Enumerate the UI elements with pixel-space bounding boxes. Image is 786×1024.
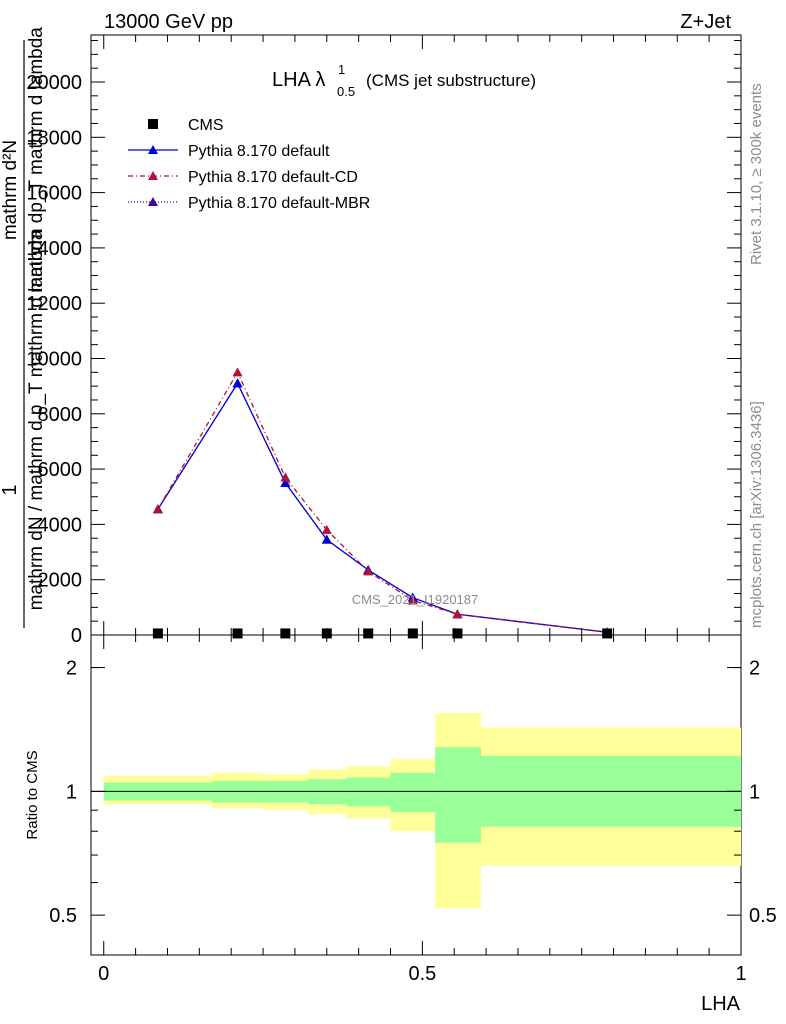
main-y-tick-label: 16000 [26,183,82,205]
title-note: (CMS jet substructure) [366,71,536,90]
series-point-pythia-8-170-default-cd [321,524,332,534]
legend-entry: Pythia 8.170 default-CD [128,169,358,186]
title-superscript: 1 [338,62,345,77]
cms-data-point [280,628,291,639]
ratio-y-tick-label: 1 [66,781,77,803]
legend-label: Pythia 8.170 default-MBR [188,195,370,212]
main-y-tick-label: 8000 [38,404,83,426]
mcplots-site-label: mcplots.cern.ch [arXiv:1306.3436] [748,401,765,628]
ratio-y-tick-label-right: 0.5 [749,905,777,927]
main-y-tick-label: 18000 [26,127,82,149]
plot-title: LHA λ 1 0.5 (CMS jet substructure) [272,62,536,99]
x-axis-label: LHA [701,993,741,1015]
title-main: LHA λ [272,69,325,91]
main-y-tick-label: 12000 [26,293,82,315]
header-process-label: Z+Jet [680,11,731,33]
legend-label: CMS [188,117,224,134]
ratio-inner-band [345,777,391,807]
main-panel-series [152,367,613,639]
ratio-y-axis: 0.5 0.5 1 1 2 2 [49,658,777,956]
cms-data-point [452,628,463,639]
series-point-pythia-8-170-default-cd [407,595,418,605]
cms-data-point [152,628,163,639]
legend-marker [148,145,158,154]
ratio-panel-bands [91,713,741,909]
analysis-watermark: CMS_2021_I1920187 [352,592,479,607]
main-y-tick-label: 2000 [38,570,83,592]
legend-entry: Pythia 8.170 default [128,143,330,160]
title-subscript: 0.5 [337,84,355,99]
ratio-y-tick-label-right: 1 [749,781,760,803]
legend: CMS Pythia 8.170 default Pythia 8.170 defa… [128,117,370,212]
main-y-tick-label: 20000 [26,72,82,94]
ratio-y-tick-label: 2 [66,658,77,680]
main-y-tick-label: 0 [71,625,82,647]
cms-data-point [407,628,418,639]
series-point-pythia-8-170-default-cd [363,566,374,576]
series-point-pythia-8-170-default [280,477,291,487]
x-tick-label: 0 [98,963,109,985]
ylabel-main: mathrm dN / mathrm d p_T mathrm d lambda [26,229,47,610]
legend-entry: CMS [148,117,224,134]
x-tick-label: 0.5 [408,963,436,985]
header-energy-label: 13000 GeV pp [104,11,233,33]
main-y-tick-label: 4000 [38,514,83,536]
series-line-pythia-8-170-default [157,382,608,633]
legend-marker [148,197,158,206]
cms-data-point [232,628,243,639]
main-y-tick-label: 6000 [38,459,83,481]
main-y-tick-label: 10000 [26,349,82,371]
main-y-axis-label: 1 mathrm dN / mathrm d p_T mathrm d lamb… [0,27,47,628]
ylabel-sub-bottom: mathrm dp_T mathrm d lambda [26,27,47,293]
ylabel-sub-top: mathrm d²N [0,140,21,240]
legend-label: Pythia 8.170 default-CD [188,169,358,186]
ratio-inner-band [435,747,481,843]
ratio-inner-band [390,772,436,813]
cms-data-point [602,628,613,639]
series-point-pythia-8-170-default-cd [232,367,243,377]
ratio-y-tick-label: 0.5 [49,905,77,927]
ylabel-fraction-numerator: 1 [0,484,21,495]
main-y-axis: 0 2000 4000 6000 8000 10000 12000 14000 16000 180… [26,40,741,647]
series-point-pythia-8-170-default-cd [280,472,291,482]
cms-data-point [363,628,374,639]
main-y-tick-label: 14000 [26,238,82,260]
series-point-pythia-8-170-default-cd [452,609,463,619]
rivet-version-label: Rivet 3.1.10, ≥ 300k events [748,83,765,265]
legend-marker [148,119,158,129]
series-point-pythia-8-170-default [232,378,243,388]
legend-marker [148,171,158,180]
legend-label: Pythia 8.170 default [188,143,330,160]
legend-entry: Pythia 8.170 default-MBR [128,195,370,212]
ratio-y-tick-label-right: 2 [749,658,760,680]
ratio-y-axis-label: Ratio to CMS [24,750,41,839]
x-axis: 0 0.5 1 [98,35,747,985]
x-tick-label: 1 [735,963,746,985]
series-point-pythia-8-170-default [321,534,332,544]
series-point-pythia-8-170-default-cd [152,504,163,514]
